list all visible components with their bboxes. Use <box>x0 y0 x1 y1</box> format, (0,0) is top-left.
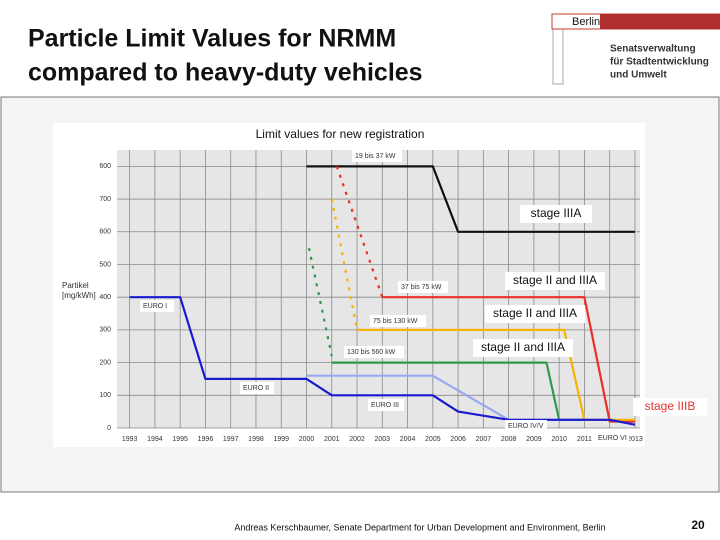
x-tick-label: 1993 <box>122 436 138 443</box>
x-tick-label: 1995 <box>172 436 188 443</box>
x-tick-label: 2008 <box>501 436 517 443</box>
logo-text: und Umwelt <box>610 70 667 81</box>
series-label-box <box>370 315 426 327</box>
annotation: EURO II <box>243 385 269 392</box>
x-tick-label: 2001 <box>324 436 340 443</box>
x-tick-label: 1998 <box>248 436 264 443</box>
logo-band-red <box>600 14 720 29</box>
x-tick-label: 2006 <box>450 436 466 443</box>
x-tick-label: 1999 <box>273 436 289 443</box>
x-tick-label: 2013 <box>627 436 643 443</box>
x-tick-label: 1997 <box>223 436 239 443</box>
annotation-box <box>505 420 547 432</box>
y-axis-label: [mg/kWh] <box>62 291 96 300</box>
y-tick-label: 700 <box>99 196 111 203</box>
annotation: EURO VI <box>598 435 627 442</box>
x-tick-label: 2003 <box>375 436 391 443</box>
x-tick-label: 1994 <box>147 436 163 443</box>
y-tick-label: 500 <box>99 261 111 268</box>
series-label-box <box>344 346 404 358</box>
series-label-box <box>352 150 402 162</box>
plot <box>117 150 640 429</box>
series-label: 75 bis 130 kW <box>373 318 418 325</box>
series-label-box <box>398 281 448 293</box>
stage-label-box <box>505 272 605 290</box>
slide-title: compared to heavy-duty vehicles <box>28 59 423 87</box>
logo-text: für Stadtentwicklung <box>610 57 709 68</box>
series-label: 130 bis 560 kW <box>347 349 396 356</box>
y-tick-label: 600 <box>99 163 111 170</box>
x-tick-label: 2011 <box>577 436 592 443</box>
footer: Andreas Kerschbaumer, Senate Department … <box>234 522 605 532</box>
series-line <box>306 165 635 233</box>
annotation-box <box>595 432 629 444</box>
x-tick-label: 2004 <box>400 436 416 443</box>
stage-label: stage II and IIIA <box>513 273 597 287</box>
chart-title-box <box>238 124 442 144</box>
x-tick-label: 2010 <box>551 436 567 443</box>
chart-title: Limit values for new registration <box>256 127 425 141</box>
logo-text: Senatsverwaltung <box>610 44 696 55</box>
annotation: EURO III <box>371 402 399 409</box>
y-axis-label: Partikel <box>62 281 89 290</box>
y-tick-label: 400 <box>99 294 111 301</box>
y-tick-label: 600 <box>99 229 111 236</box>
series-line <box>129 296 636 426</box>
x-tick-label: 2002 <box>349 436 365 443</box>
stage-label-box <box>633 398 707 416</box>
x-tick-label: 2007 <box>476 436 492 443</box>
x-tick-label: 1996 <box>198 436 214 443</box>
series-label: 19 bis 37 kW <box>355 153 396 160</box>
stage-label: stage IIIB <box>645 399 696 413</box>
annotation-box <box>368 399 404 411</box>
y-tick-label: 200 <box>99 359 111 366</box>
stage-label-box <box>520 205 592 223</box>
x-tick-label: 2005 <box>425 436 441 443</box>
slide-title: Particle Limit Values for NRMM <box>28 25 396 53</box>
stage-label: stage II and IIIA <box>493 306 577 320</box>
annotation-box <box>240 382 274 394</box>
stage-label-box <box>473 339 573 357</box>
series-label: 37 bis 75 kW <box>401 284 442 291</box>
x-tick-label: 2009 <box>526 436 542 443</box>
logo-word: Berlin <box>572 16 600 28</box>
x-tick-label: 2000 <box>299 436 315 443</box>
stage-label-box <box>485 305 585 323</box>
annotation: EURO IV/V <box>508 423 544 430</box>
annotation: EURO I <box>143 303 167 310</box>
stage-label: stage IIIA <box>531 206 582 220</box>
series-line <box>307 247 333 357</box>
y-tick-label: 0 <box>107 425 111 432</box>
y-tick-label: 100 <box>99 392 111 399</box>
annotation-box <box>140 300 174 312</box>
page-number: 20 <box>691 518 705 532</box>
y-tick-label: 300 <box>99 327 111 334</box>
stage-label: stage II and IIIA <box>481 340 565 354</box>
